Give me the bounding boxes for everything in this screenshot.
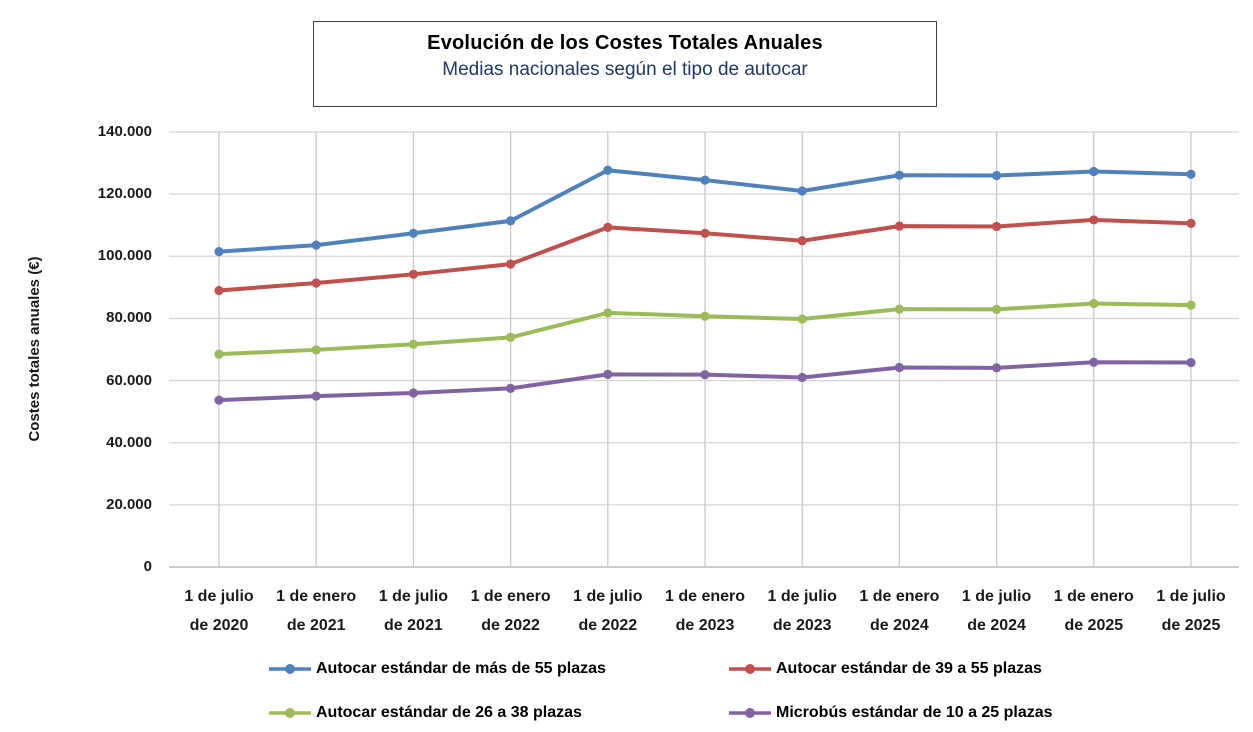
x-tick-label: 1 de julio de 2020 [184, 588, 254, 634]
y-tick-label: 20.000 [106, 495, 152, 513]
data-point-marker [214, 395, 224, 405]
data-point-marker [1089, 298, 1099, 309]
data-point-marker [1186, 300, 1196, 310]
y-tick-label: 0 [143, 558, 152, 575]
legend-label: Autocar estándar de más de 55 plazas [316, 660, 606, 677]
data-point-marker [992, 170, 1002, 181]
data-point-marker [311, 278, 321, 288]
data-point-marker [408, 269, 418, 279]
data-point-marker [214, 247, 224, 257]
y-tick-label: 40.000 [106, 433, 152, 451]
legend-item: Autocar estándar de 26 a 38 plazas [268, 702, 582, 724]
data-point-marker [408, 339, 418, 349]
x-tick-label: 1 de enero de 2022 [470, 588, 551, 634]
y-tick-label: 80.000 [106, 309, 152, 327]
data-point-marker [894, 362, 905, 373]
data-point-marker [700, 370, 710, 380]
legend-item: Autocar estándar de más de 55 plazas [268, 658, 606, 680]
data-point-marker [1089, 215, 1099, 225]
y-tick-label: 120.000 [97, 185, 152, 203]
data-point-marker [1089, 357, 1099, 367]
legend-label: Autocar estándar de 26 a 38 plazas [316, 704, 582, 721]
data-point-marker [700, 175, 710, 185]
data-point-marker [408, 388, 418, 398]
x-tick-label: 1 de julio de 2024 [961, 588, 1032, 634]
data-point-marker [603, 222, 613, 232]
data-point-marker [311, 345, 321, 355]
data-point-marker [1186, 169, 1196, 179]
legend-series-marker-icon [269, 708, 311, 718]
data-point-marker [311, 391, 321, 401]
data-point-marker [1089, 166, 1099, 177]
data-point-marker [506, 259, 516, 269]
legend-label: Microbús estándar de 10 a 25 plazas [776, 704, 1053, 721]
legend-series-marker-icon [729, 664, 771, 674]
data-point-marker [603, 308, 613, 318]
x-tick-label: 1 de enero de 2023 [664, 588, 746, 634]
data-point-marker [700, 228, 710, 238]
data-point-marker [894, 170, 905, 180]
legend-item: Microbús estándar de 10 a 25 plazas [728, 702, 1053, 724]
data-point-marker [992, 304, 1002, 315]
x-tick-label: 1 de julio de 2023 [767, 588, 837, 634]
data-point-marker [992, 221, 1002, 232]
data-point-marker [506, 332, 516, 342]
chart-title-box: Evolución de los Costes Totales Anuales … [313, 21, 937, 107]
legend-label: Autocar estándar de 39 a 55 plazas [776, 660, 1042, 677]
data-point-marker [797, 372, 807, 383]
data-point-marker [700, 311, 710, 321]
y-tick-label: 60.000 [106, 371, 152, 389]
data-point-marker [1186, 357, 1196, 368]
x-tick-label: 1 de enero de 2024 [859, 588, 940, 634]
data-point-marker [797, 236, 807, 246]
data-point-marker [214, 285, 224, 296]
x-tick-label: 1 de enero de 2021 [276, 588, 357, 634]
data-point-marker [797, 186, 807, 196]
data-point-marker [214, 349, 224, 359]
data-point-marker [603, 369, 613, 379]
data-point-marker [408, 228, 418, 238]
data-point-marker [311, 240, 321, 250]
data-point-marker [894, 304, 905, 314]
chart-subtitle: Medias nacionales según el tipo de autoc… [442, 59, 808, 80]
data-point-marker [992, 363, 1002, 373]
x-tick-label: 1 de enero de 2025 [1053, 588, 1134, 634]
data-point-marker [603, 165, 613, 175]
data-point-marker [894, 221, 905, 231]
data-point-marker [797, 314, 807, 324]
y-tick-label: 140.000 [97, 123, 152, 140]
legend-series-marker-icon [729, 708, 771, 718]
x-tick-label: 1 de julio de 2021 [378, 588, 449, 634]
data-point-marker [1186, 218, 1196, 228]
x-tick-label: 1 de julio de 2022 [573, 588, 643, 634]
legend-item: Autocar estándar de 39 a 55 plazas [728, 658, 1042, 680]
chart-title: Evolución de los Costes Totales Anuales [427, 32, 823, 54]
y-tick-label: 100.000 [97, 247, 152, 265]
data-point-marker [506, 383, 516, 393]
legend-series-marker-icon [269, 664, 311, 674]
x-tick-label: 1 de julio de 2025 [1156, 588, 1226, 634]
data-point-marker [506, 216, 516, 226]
